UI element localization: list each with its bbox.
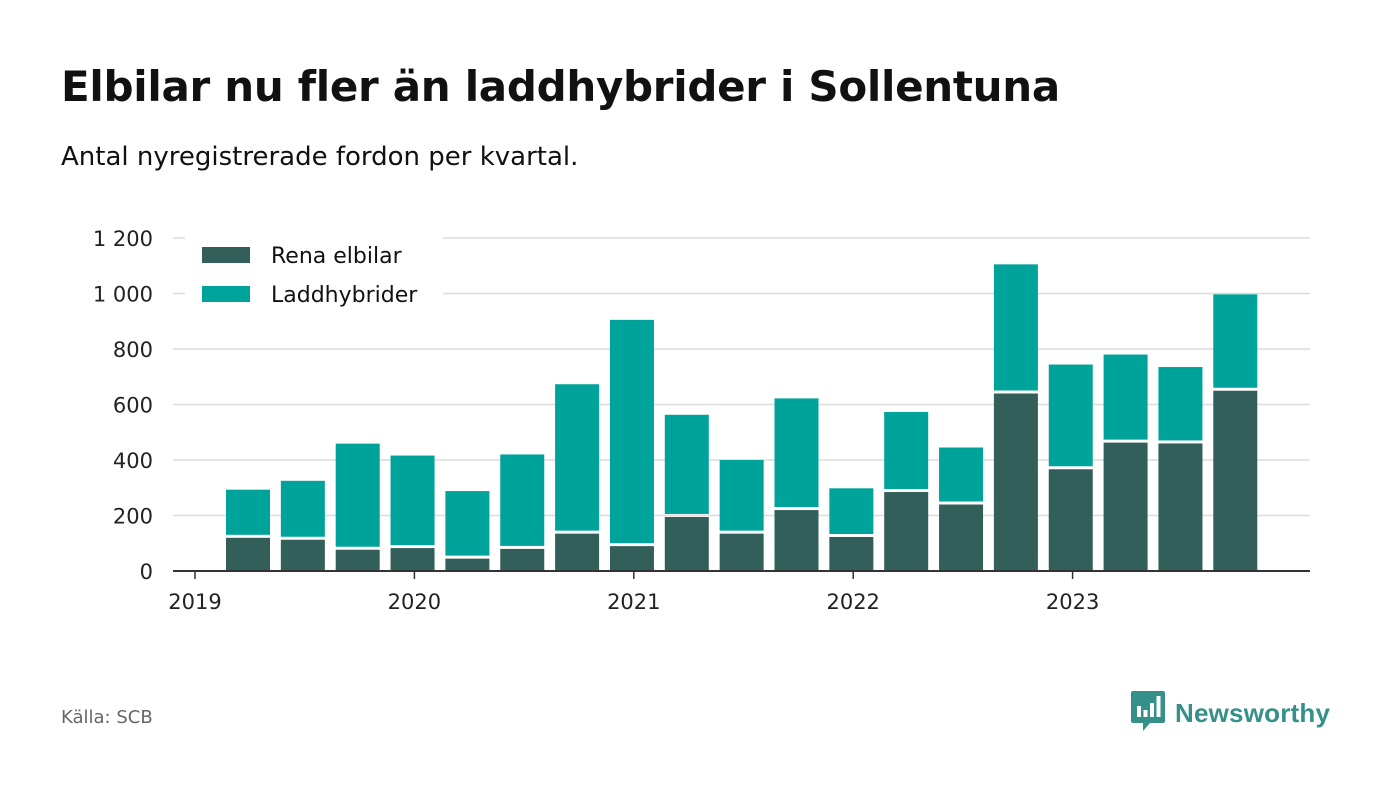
bar-laddhybrider (500, 454, 545, 546)
bar-rena-elbilar (555, 533, 600, 571)
bar-rena-elbilar (335, 549, 380, 571)
bar-rena-elbilar (829, 536, 874, 571)
x-tick-label: 2023 (1046, 590, 1099, 614)
bar-rena-elbilar (1213, 390, 1258, 571)
y-tick-label: 200 (113, 505, 153, 529)
chart-subtitle: Antal nyregistrerade fordon per kvartal. (61, 142, 579, 172)
bar-laddhybrider (664, 414, 709, 514)
bar-rena-elbilar (993, 393, 1038, 571)
bar-laddhybrider (226, 489, 270, 535)
source-note: Källa: SCB (61, 707, 153, 728)
legend-swatch-rena-elbilar (202, 247, 250, 263)
bar-rena-elbilar (884, 492, 929, 571)
legend-swatch-laddhybrider (202, 286, 250, 302)
bar-rena-elbilar (719, 533, 764, 571)
y-tick-label: 400 (113, 449, 153, 473)
bar-laddhybrider (1103, 354, 1148, 440)
bar-laddhybrider (939, 447, 984, 502)
bar-laddhybrider (1158, 367, 1203, 441)
bar-rena-elbilar (500, 548, 545, 571)
bar-rena-elbilar (939, 504, 984, 571)
bar-rena-elbilar (390, 548, 435, 571)
y-tick-label: 1 000 (93, 283, 153, 307)
bar-laddhybrider (1048, 364, 1093, 467)
x-tick-label: 2019 (168, 590, 221, 614)
bar-laddhybrider (445, 491, 490, 556)
bar-rena-elbilar (1103, 442, 1148, 571)
bar-rena-elbilar (774, 510, 819, 571)
bar-laddhybrider (280, 480, 325, 537)
bar-laddhybrider (774, 398, 819, 508)
x-tick-label: 2022 (826, 590, 879, 614)
bar-laddhybrider (335, 443, 380, 547)
brand-logo[interactable]: Newsworthy (1130, 690, 1330, 736)
bar-rena-elbilar (445, 558, 490, 571)
bars (226, 264, 1258, 571)
legend-label-laddhybrider: Laddhybrider (271, 283, 418, 308)
bar-rena-elbilar (1158, 443, 1203, 571)
brand-name: Newsworthy (1175, 697, 1331, 728)
y-tick-label: 600 (113, 394, 153, 418)
bar-rena-elbilar (226, 537, 270, 571)
bar-laddhybrider (609, 319, 654, 544)
x-axis: 2019 2020 2021 2022 2023 (168, 570, 1310, 614)
bar-laddhybrider (1213, 294, 1258, 388)
x-tick-label: 2020 (388, 590, 441, 614)
chart-title: Elbilar nu fler än laddhybrider i Sollen… (61, 62, 1060, 111)
bar-laddhybrider (829, 488, 874, 534)
bar-rena-elbilar (280, 539, 325, 571)
y-tick-label: 1 200 (93, 227, 153, 251)
bar-laddhybrider (993, 264, 1038, 391)
newsworthy-icon (1130, 690, 1166, 736)
bar-laddhybrider (884, 411, 929, 490)
legend-label-rena-elbilar: Rena elbilar (271, 244, 403, 269)
bar-laddhybrider (719, 460, 764, 531)
y-axis-ticks: 0 200 400 600 800 1 000 1 200 (93, 227, 153, 584)
bar-rena-elbilar (609, 546, 654, 571)
bar-laddhybrider (555, 384, 600, 531)
bar-rena-elbilar (664, 517, 709, 571)
legend: Rena elbilar Laddhybrider (185, 236, 443, 318)
bar-rena-elbilar (1048, 469, 1093, 571)
y-tick-label: 800 (113, 338, 153, 362)
x-tick-label: 2021 (607, 590, 660, 614)
bar-laddhybrider (390, 455, 435, 546)
y-tick-label: 0 (140, 560, 153, 584)
